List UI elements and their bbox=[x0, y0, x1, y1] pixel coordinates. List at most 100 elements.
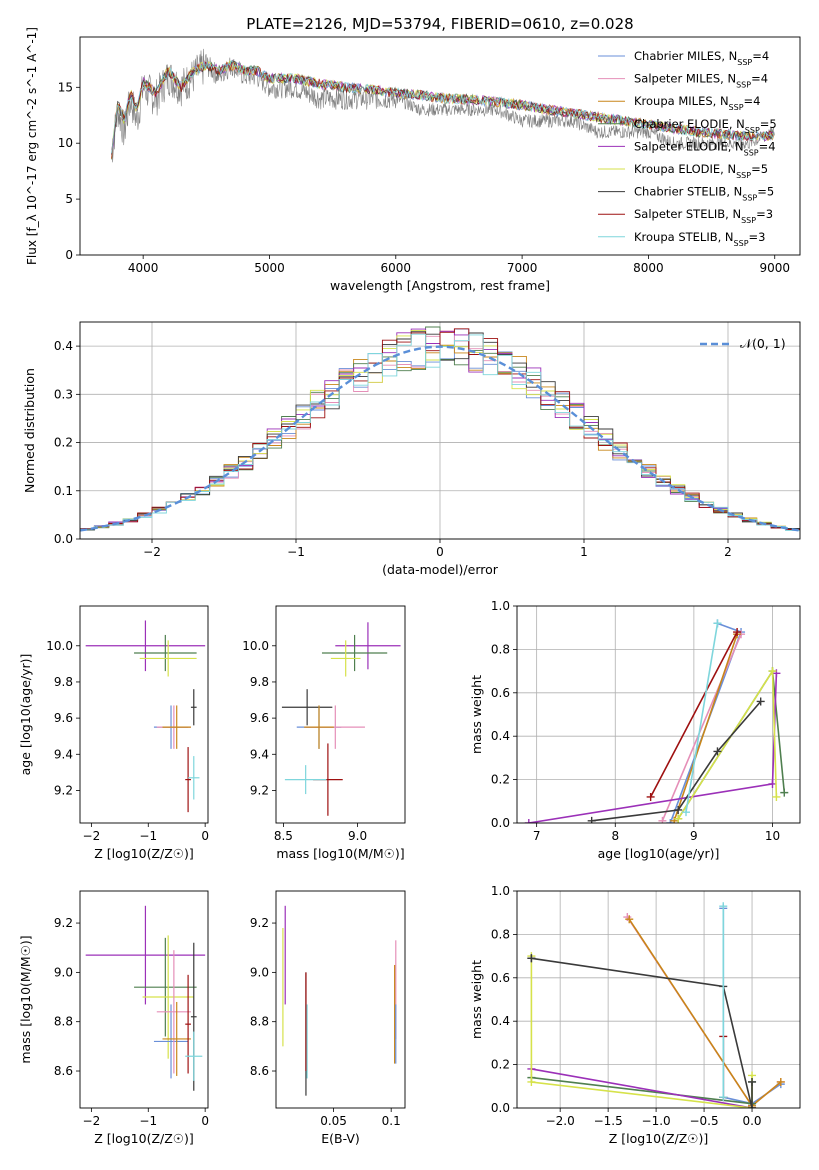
y-tick-label: 9.6 bbox=[250, 711, 269, 725]
x-tick-label: −2 bbox=[83, 1114, 101, 1128]
x-tick-label: −2 bbox=[83, 829, 101, 843]
x-tick-label: −1 bbox=[139, 1114, 157, 1128]
mass-vs-ebv-panel: 0.05 0.1 8.6 8.8 9.0 9.2 E(B-V) bbox=[250, 890, 406, 1146]
y-tick-label: 9.2 bbox=[54, 916, 73, 930]
y-tick-label: 0 bbox=[65, 248, 73, 262]
x-tick-label: −1.5 bbox=[594, 1114, 623, 1128]
axes-frame bbox=[79, 321, 801, 540]
gaussian-curve bbox=[80, 345, 800, 532]
y-tick-label: 9.8 bbox=[54, 675, 73, 689]
weight-line-4 bbox=[531, 1068, 753, 1108]
spectrum-panel: 4000 5000 6000 7000 8000 9000 0 5 10 15 Chabrier M… bbox=[25, 27, 801, 293]
mass-weight-vs-age-panel: 7 8 9 10 0.0 0.2 0.4 0.6 0.8 1.0 age [log10(age/yr… bbox=[469, 599, 801, 861]
y-tick-label: 0.8 bbox=[491, 927, 510, 941]
plot-area bbox=[282, 905, 397, 1096]
weight-line-2 bbox=[673, 633, 738, 822]
y-axis-label: Flux [f_λ 10^-17 erg cm^-2 s^-1 A^-1] bbox=[25, 27, 39, 265]
plot-area bbox=[527, 902, 785, 1108]
y-tick-label: 5 bbox=[65, 192, 73, 206]
x-tick-label: 0.05 bbox=[320, 1114, 347, 1128]
weight-marker bbox=[719, 1093, 728, 1102]
y-tick-label: 8.8 bbox=[54, 1015, 73, 1029]
y-tick-label: 0.4 bbox=[491, 1014, 510, 1028]
axes-frame bbox=[79, 890, 209, 1109]
y-tick-label: 0.2 bbox=[491, 773, 510, 787]
weight-marker bbox=[625, 915, 634, 924]
y-tick-label: 0.4 bbox=[491, 729, 510, 743]
x-tick-label: −1 bbox=[287, 545, 305, 559]
x-axis-label: E(B-V) bbox=[321, 1131, 360, 1146]
legend-entry: Salpeter MILES, NSSP=4 bbox=[634, 72, 768, 90]
y-tick-label: 9.6 bbox=[54, 711, 73, 725]
x-axis-label: Z [log10(Z/Z☉)] bbox=[94, 846, 194, 861]
model-spectrum-6 bbox=[111, 60, 775, 154]
weight-marker bbox=[646, 792, 655, 801]
x-tick-label: 9 bbox=[690, 829, 698, 843]
weight-marker bbox=[776, 1077, 785, 1086]
y-tick-label: 8.8 bbox=[250, 1015, 269, 1029]
y-tick-label: 0.2 bbox=[491, 1058, 510, 1072]
x-tick-label: 7000 bbox=[507, 261, 538, 275]
plot-area bbox=[281, 622, 401, 816]
x-tick-label: 8 bbox=[611, 829, 619, 843]
x-tick-label: 5000 bbox=[254, 261, 285, 275]
y-tick-label: 0.4 bbox=[54, 339, 73, 353]
y-tick-label: 0.8 bbox=[491, 642, 510, 656]
weight-marker bbox=[768, 779, 777, 788]
legend-entry: Chabrier ELODIE, NSSP=5 bbox=[634, 117, 777, 135]
x-tick-label: 7 bbox=[533, 829, 541, 843]
y-tick-label: 9.2 bbox=[250, 916, 269, 930]
weight-marker bbox=[713, 747, 722, 756]
mass-weight-vs-metallicity-panel: −2.0 −1.5 −1.0 −0.5 0.0 0.0 0.2 0.4 0.6 0.8 1.0 Z [… bbox=[469, 884, 801, 1146]
axes-frame bbox=[516, 890, 801, 1109]
x-tick-label: 0.1 bbox=[382, 1114, 401, 1128]
residuals-histogram-panel: −2 −1 0 1 2 0.0 0.1 0.2 0.3 0.4 𝒩(0, 1) (data-model… bbox=[22, 321, 801, 577]
residual-histogram-8 bbox=[80, 333, 800, 531]
legend-entry: Kroupa ELODIE, NSSP=5 bbox=[634, 162, 768, 180]
y-tick-label: 0.0 bbox=[491, 1101, 510, 1115]
x-tick-label: 0 bbox=[201, 829, 209, 843]
legend-entry: Kroupa STELIB, NSSP=3 bbox=[634, 230, 765, 248]
weight-marker bbox=[524, 819, 533, 823]
y-axis-label: mass weight bbox=[469, 960, 484, 1039]
residual-histogram-7 bbox=[80, 328, 800, 530]
axes-frame bbox=[275, 605, 406, 824]
y-tick-label: 10.0 bbox=[46, 639, 73, 653]
age-vs-metallicity-panel: −2 −1 0 9.2 9.4 9.6 9.8 10.0 Z [log10(Z/Z☉)] age … bbox=[18, 605, 209, 861]
legend-entry: Chabrier STELIB, NSSP=5 bbox=[634, 185, 774, 203]
y-tick-label: 1.0 bbox=[491, 599, 510, 613]
y-tick-label: 0.2 bbox=[54, 436, 73, 450]
y-tick-label: 9.0 bbox=[250, 965, 269, 979]
x-axis-label: (data-model)/error bbox=[382, 562, 499, 577]
weight-marker bbox=[674, 814, 683, 823]
x-tick-label: −2.0 bbox=[546, 1114, 575, 1128]
axes-frame bbox=[79, 605, 209, 824]
spectrum-legend: Chabrier MILES, NSSP=4 Salpeter MILES, NS… bbox=[598, 49, 777, 247]
x-tick-label: 0.0 bbox=[742, 1114, 761, 1128]
x-tick-label: −0.5 bbox=[689, 1114, 718, 1128]
y-tick-label: 10.0 bbox=[242, 639, 269, 653]
model-spectrum-8 bbox=[111, 59, 775, 154]
mass-vs-metallicity-panel: −2 −1 0 8.6 8.8 9.0 9.2 Z [log10(Z/Z☉)] mass [lo… bbox=[18, 890, 209, 1146]
x-tick-label: 6000 bbox=[381, 261, 412, 275]
y-tick-label: 0.0 bbox=[54, 532, 73, 546]
x-tick-label: 9000 bbox=[759, 261, 790, 275]
weight-line-3 bbox=[531, 1076, 753, 1105]
weight-marker bbox=[682, 808, 691, 817]
weight-line-8 bbox=[685, 623, 719, 813]
x-tick-label: 0 bbox=[436, 545, 444, 559]
y-tick-label: 9.2 bbox=[54, 783, 73, 797]
y-tick-label: 9.2 bbox=[250, 783, 269, 797]
weight-line-5 bbox=[677, 668, 778, 820]
weight-line-2 bbox=[628, 918, 782, 1107]
axes-frame bbox=[516, 605, 801, 824]
legend-entry: Salpeter ELODIE, NSSP=4 bbox=[634, 139, 776, 157]
y-tick-label: 0.3 bbox=[54, 387, 73, 401]
legend-entry: Salpeter STELIB, NSSP=3 bbox=[634, 207, 773, 225]
x-tick-label: 2 bbox=[724, 545, 732, 559]
x-tick-label: 4000 bbox=[128, 261, 159, 275]
weight-marker bbox=[719, 902, 728, 911]
x-tick-label: 9.0 bbox=[348, 829, 367, 843]
y-tick-label: 9.4 bbox=[250, 747, 269, 761]
legend-entry: Chabrier MILES, NSSP=4 bbox=[634, 49, 769, 67]
